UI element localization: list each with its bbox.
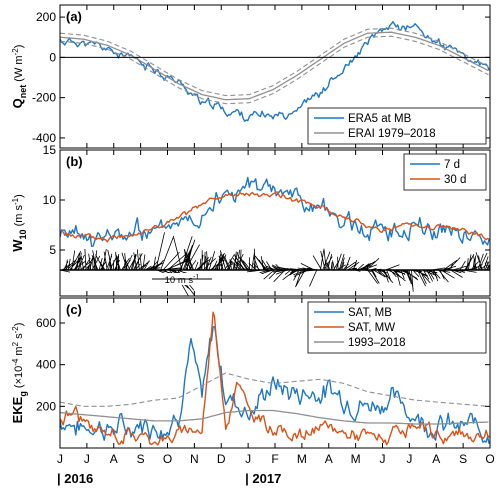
- y-tick-label: 600: [36, 316, 56, 330]
- y-tick-label: 200: [36, 399, 56, 413]
- x-tick-label: J: [84, 452, 90, 466]
- legend-label: 30 d: [444, 174, 466, 186]
- legend-label: ERAI 1979–2018: [348, 128, 436, 140]
- x-tick-label: J: [380, 452, 386, 466]
- legend-box: [403, 153, 487, 191]
- y-axis-label: EKEg (×10-4 m2 s-2): [10, 323, 28, 424]
- legend-label: 1993–2018: [348, 337, 406, 349]
- x-tick-label: M: [351, 452, 361, 466]
- scale-label: 10 m s-1: [165, 274, 200, 286]
- y-tick-label: 5: [49, 243, 56, 257]
- x-tick-label: O: [163, 452, 172, 466]
- x-tick-label: M: [297, 452, 307, 466]
- y-tick-label: 15: [43, 143, 57, 157]
- x-tick-label: S: [137, 452, 145, 466]
- legend-label: ERA5 at MB: [348, 113, 412, 125]
- x-axis: J J A S O N D J F M A M J J A S O | 2016 | 2017: [57, 452, 495, 486]
- series-line: [60, 31, 489, 101]
- series-line: [60, 191, 490, 243]
- panel-label: (c): [66, 302, 82, 317]
- y-tick-label: 200: [36, 10, 56, 24]
- plot-area: [60, 21, 490, 122]
- y-axis-label: W10 (m s-1): [10, 194, 28, 252]
- wind-vector-sticks: [60, 232, 490, 296]
- series-lower-bound: [60, 35, 489, 105]
- panel-label: (a): [66, 9, 82, 24]
- series-upper-bound: [60, 27, 489, 97]
- plot-area: 10 m s-1: [60, 176, 490, 296]
- legend: 7 d 30 d: [403, 153, 487, 191]
- x-tick-label: S: [459, 452, 467, 466]
- x-tick-label: J: [245, 452, 251, 466]
- year-label: | 2017: [245, 471, 281, 486]
- x-tick-label: J: [57, 452, 63, 466]
- wind-vectors: 10 m s-1: [60, 232, 490, 296]
- x-tick-label: D: [217, 452, 226, 466]
- year-label: | 2016: [57, 471, 93, 486]
- legend-label: SAT, MB: [348, 307, 392, 319]
- x-tick-label: A: [432, 452, 440, 466]
- series-line: [60, 409, 489, 425]
- series-upper-bound: [60, 372, 489, 407]
- legend: ERA5 at MB ERAI 1979–2018: [307, 107, 487, 145]
- legend-label: 7 d: [444, 159, 460, 171]
- y-tick-label: 10: [43, 193, 57, 207]
- y-tick-label: -200: [32, 91, 56, 105]
- series-line: [60, 326, 490, 444]
- plot-area: [60, 311, 490, 446]
- x-tick-label: J: [406, 452, 412, 466]
- legend-label: SAT, MW: [348, 322, 395, 334]
- legend: SAT, MB SAT, MW 1993–2018: [307, 301, 487, 354]
- x-tick-label: N: [190, 452, 199, 466]
- panel-2: 10 m s-1 5 10 15 (b) W10 (m s-1) 7 d 30 d: [10, 143, 491, 297]
- x-tick-label: F: [271, 452, 278, 466]
- x-tick-label: A: [110, 452, 118, 466]
- y-axis-label: Qnet (W m-2): [10, 45, 28, 109]
- y-tick-label: -400: [32, 131, 56, 145]
- legend-box: [307, 107, 487, 145]
- series-line: [60, 21, 490, 122]
- panel-label: (b): [66, 154, 83, 169]
- y-tick-label: 0: [49, 50, 56, 64]
- y-tick-label: 400: [36, 358, 56, 372]
- series-line: [60, 311, 490, 446]
- x-tick-label: A: [325, 452, 333, 466]
- x-tick-label: O: [485, 452, 494, 466]
